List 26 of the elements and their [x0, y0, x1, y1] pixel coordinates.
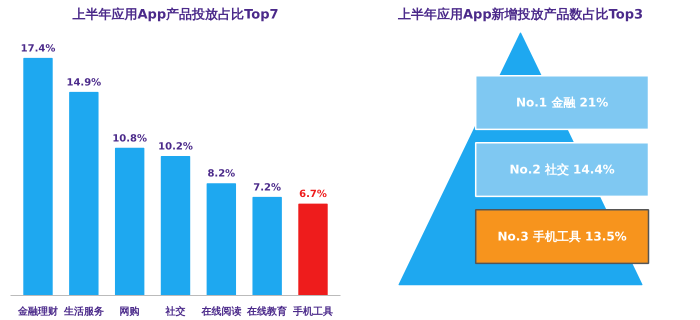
data-label: 6.7% [299, 189, 327, 200]
data-label: 8.2% [207, 168, 236, 180]
x-tick-label: 在线阅读 [200, 306, 242, 318]
category-label: No.2 社交 14.4% [510, 162, 615, 177]
data-label: 7.2% [253, 182, 282, 194]
bar [69, 92, 99, 296]
bar [23, 58, 53, 296]
x-tick-label: 在线教育 [246, 306, 288, 318]
bar [114, 148, 144, 296]
category-label: No.1 金融 21% [516, 96, 608, 110]
data-label: 14.9% [66, 77, 102, 88]
x-tick-label: 社交 [164, 306, 186, 318]
data-label: 10.2% [158, 141, 193, 152]
bar [206, 183, 236, 296]
category-label: No.3 手机工具 13.5% [498, 230, 627, 244]
data-label: 17.4% [20, 43, 56, 54]
bar [160, 156, 190, 296]
bar [252, 196, 282, 296]
x-tick-label: 金融理财 [17, 306, 58, 318]
chart-title: 上半年应用App产品投放占比Top7 [71, 6, 279, 22]
x-tick-label: 生活服务 [62, 306, 104, 318]
text: 上半年应用App新增投放产品数占比Top3 [396, 6, 644, 22]
data-label: 10.8% [112, 133, 148, 144]
x-tick-label: 手机工具 [292, 306, 333, 318]
bar [298, 204, 328, 296]
x-tick-label: 网购 [120, 306, 140, 318]
